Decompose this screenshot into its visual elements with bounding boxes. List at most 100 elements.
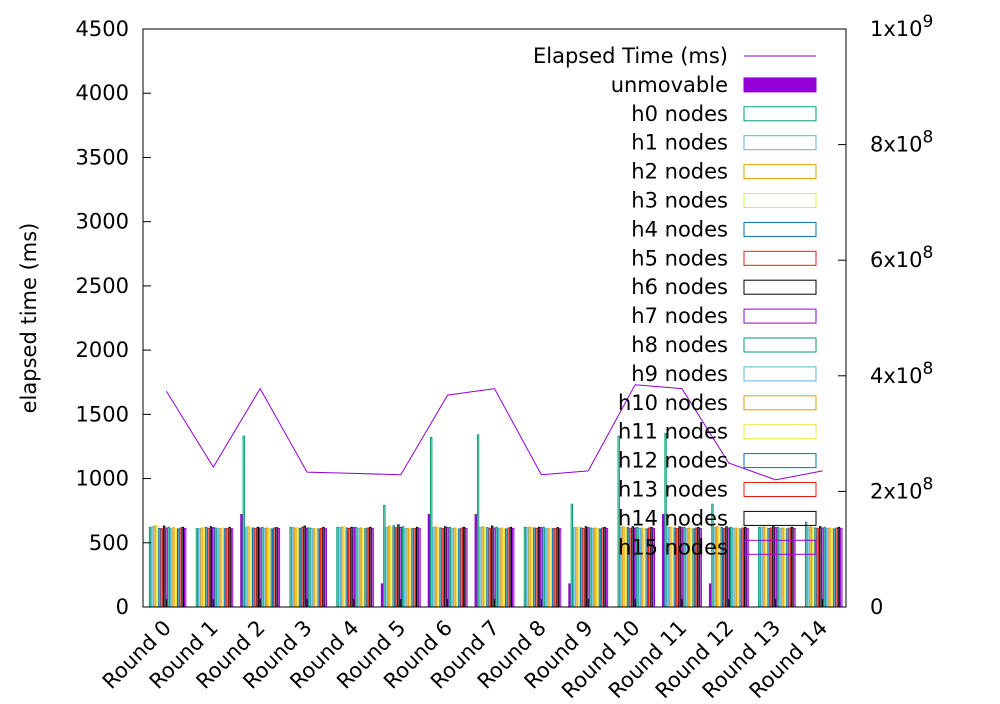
bar-unmovable-12 bbox=[708, 583, 712, 608]
legend-key bbox=[743, 279, 817, 295]
bar-h3-nodes-6 bbox=[437, 526, 440, 608]
legend-key bbox=[743, 250, 817, 266]
bar-h6-nodes-1 bbox=[209, 526, 213, 608]
bar-h13-nodes-14 bbox=[835, 527, 838, 608]
bar-h7-nodes-13 bbox=[774, 527, 777, 608]
bar-h15-nodes-2 bbox=[277, 527, 281, 608]
bar-h11-nodes-6 bbox=[455, 527, 459, 608]
bar-h0-nodes-14 bbox=[804, 521, 808, 608]
legend-key bbox=[743, 539, 817, 555]
bar-h5-nodes-1 bbox=[207, 527, 210, 608]
bar-h14-nodes-12 bbox=[744, 526, 747, 608]
legend-key bbox=[743, 193, 817, 208]
bar-h4-nodes-8 bbox=[533, 527, 536, 608]
bar-h9-nodes-3 bbox=[310, 527, 313, 608]
bar-h14-nodes-9 bbox=[603, 526, 606, 608]
bar-h1-nodes-4 bbox=[338, 526, 342, 608]
legend-key bbox=[743, 308, 817, 324]
bar-h5-nodes-14 bbox=[816, 527, 820, 608]
bar-h1-nodes-2 bbox=[244, 526, 248, 608]
bar-h12-nodes-5 bbox=[411, 528, 414, 608]
bar-h15-nodes-6 bbox=[465, 527, 468, 608]
legend-key bbox=[743, 482, 817, 497]
bar-h0-nodes-1 bbox=[195, 528, 199, 608]
bar-h0-nodes-0 bbox=[148, 526, 152, 608]
bar-h12-nodes-7 bbox=[505, 528, 508, 608]
y-tick-label: 3000 bbox=[76, 210, 129, 234]
bar-unmovable-2 bbox=[240, 514, 243, 608]
bar-h9-nodes-12 bbox=[732, 527, 735, 608]
legend-label: h4 nodes bbox=[631, 217, 728, 241]
bar-h7-nodes-14 bbox=[821, 527, 824, 608]
bar-unmovable-9 bbox=[568, 583, 571, 608]
bar-h5-nodes-8 bbox=[535, 527, 538, 608]
bar-h0-nodes-9 bbox=[570, 503, 573, 608]
bar-h15-nodes-7 bbox=[512, 527, 515, 608]
y2-tick-label: 6x108 bbox=[870, 243, 933, 272]
y-tick-label: 1000 bbox=[76, 467, 129, 491]
legend-label: h14 nodes bbox=[618, 506, 728, 530]
bar-h3-nodes-5 bbox=[390, 526, 393, 608]
legend-label: h5 nodes bbox=[631, 246, 728, 270]
bar-h10-nodes-12 bbox=[734, 527, 738, 608]
bar-h11-nodes-12 bbox=[737, 527, 740, 608]
bar-h0-nodes-5 bbox=[383, 505, 386, 608]
legend-key bbox=[743, 424, 817, 440]
bar-unmovable-5 bbox=[380, 583, 384, 608]
bar-h10-nodes-7 bbox=[500, 527, 503, 608]
bar-h2-nodes-1 bbox=[200, 527, 203, 608]
bar-h11-nodes-3 bbox=[315, 527, 318, 608]
bar-h15-nodes-3 bbox=[324, 528, 327, 608]
bar-h8-nodes-6 bbox=[448, 526, 452, 608]
bar-h2-nodes-4 bbox=[341, 526, 344, 608]
y-axis-ticks: 0 500 1000 1500 2000 2500 3000 3500 4000 4500 bbox=[76, 17, 151, 619]
bar-h15-nodes-8 bbox=[558, 528, 562, 608]
bar-h6-nodes-7 bbox=[490, 525, 494, 608]
bar-h4-nodes-2 bbox=[251, 527, 255, 608]
bar-h12-nodes-4 bbox=[364, 528, 367, 608]
bar-h9-nodes-9 bbox=[591, 527, 595, 608]
legend-key bbox=[743, 366, 817, 382]
legend-label: Elapsed Time (ms) bbox=[533, 44, 728, 68]
bar-h13-nodes-0 bbox=[179, 527, 182, 608]
bar-h14-nodes-14 bbox=[837, 526, 841, 608]
bar-h0-nodes-6 bbox=[430, 436, 433, 608]
bar-h11-nodes-9 bbox=[596, 527, 599, 608]
bar-h1-nodes-3 bbox=[291, 526, 295, 608]
bar-h9-nodes-14 bbox=[826, 527, 829, 608]
bar-unmovable-7 bbox=[474, 514, 477, 608]
bar-h6-nodes-6 bbox=[444, 526, 447, 608]
bar-h14-nodes-1 bbox=[228, 526, 231, 608]
bar-h3-nodes-8 bbox=[530, 526, 534, 608]
bar-h4-nodes-5 bbox=[392, 525, 395, 608]
bar-h6-nodes-13 bbox=[772, 525, 775, 608]
bar-h10-nodes-8 bbox=[547, 527, 550, 608]
legend-label: h13 nodes bbox=[618, 478, 728, 502]
bar-h3-nodes-2 bbox=[249, 527, 252, 608]
bar-h7-nodes-4 bbox=[352, 527, 356, 608]
bar-h1-nodes-0 bbox=[151, 526, 154, 608]
bar-h6-nodes-3 bbox=[303, 525, 306, 608]
bar-h13-nodes-8 bbox=[554, 527, 557, 608]
bar-h2-nodes-0 bbox=[153, 525, 156, 608]
bar-h5-nodes-2 bbox=[254, 527, 257, 608]
bar-h3-nodes-9 bbox=[577, 526, 581, 608]
legend-key bbox=[743, 77, 817, 93]
bar-h6-nodes-14 bbox=[819, 526, 822, 608]
bar-h5-nodes-5 bbox=[394, 527, 398, 608]
bar-h7-nodes-7 bbox=[493, 527, 496, 608]
y-tick-label: 4500 bbox=[76, 17, 129, 41]
bar-h1-nodes-1 bbox=[198, 527, 201, 608]
bar-h8-nodes-7 bbox=[495, 526, 499, 608]
bar-h7-nodes-12 bbox=[727, 527, 730, 608]
bar-h4-nodes-4 bbox=[345, 527, 349, 608]
bar-h10-nodes-9 bbox=[594, 527, 597, 608]
bar-h9-nodes-8 bbox=[544, 528, 548, 608]
bar-h10-nodes-2 bbox=[266, 527, 269, 608]
legend-label: unmovable bbox=[611, 73, 728, 97]
bar-h6-nodes-9 bbox=[584, 526, 588, 608]
bar-h13-nodes-2 bbox=[273, 527, 276, 608]
bar-h5-nodes-4 bbox=[348, 527, 351, 608]
bar-h1-nodes-5 bbox=[385, 526, 388, 608]
